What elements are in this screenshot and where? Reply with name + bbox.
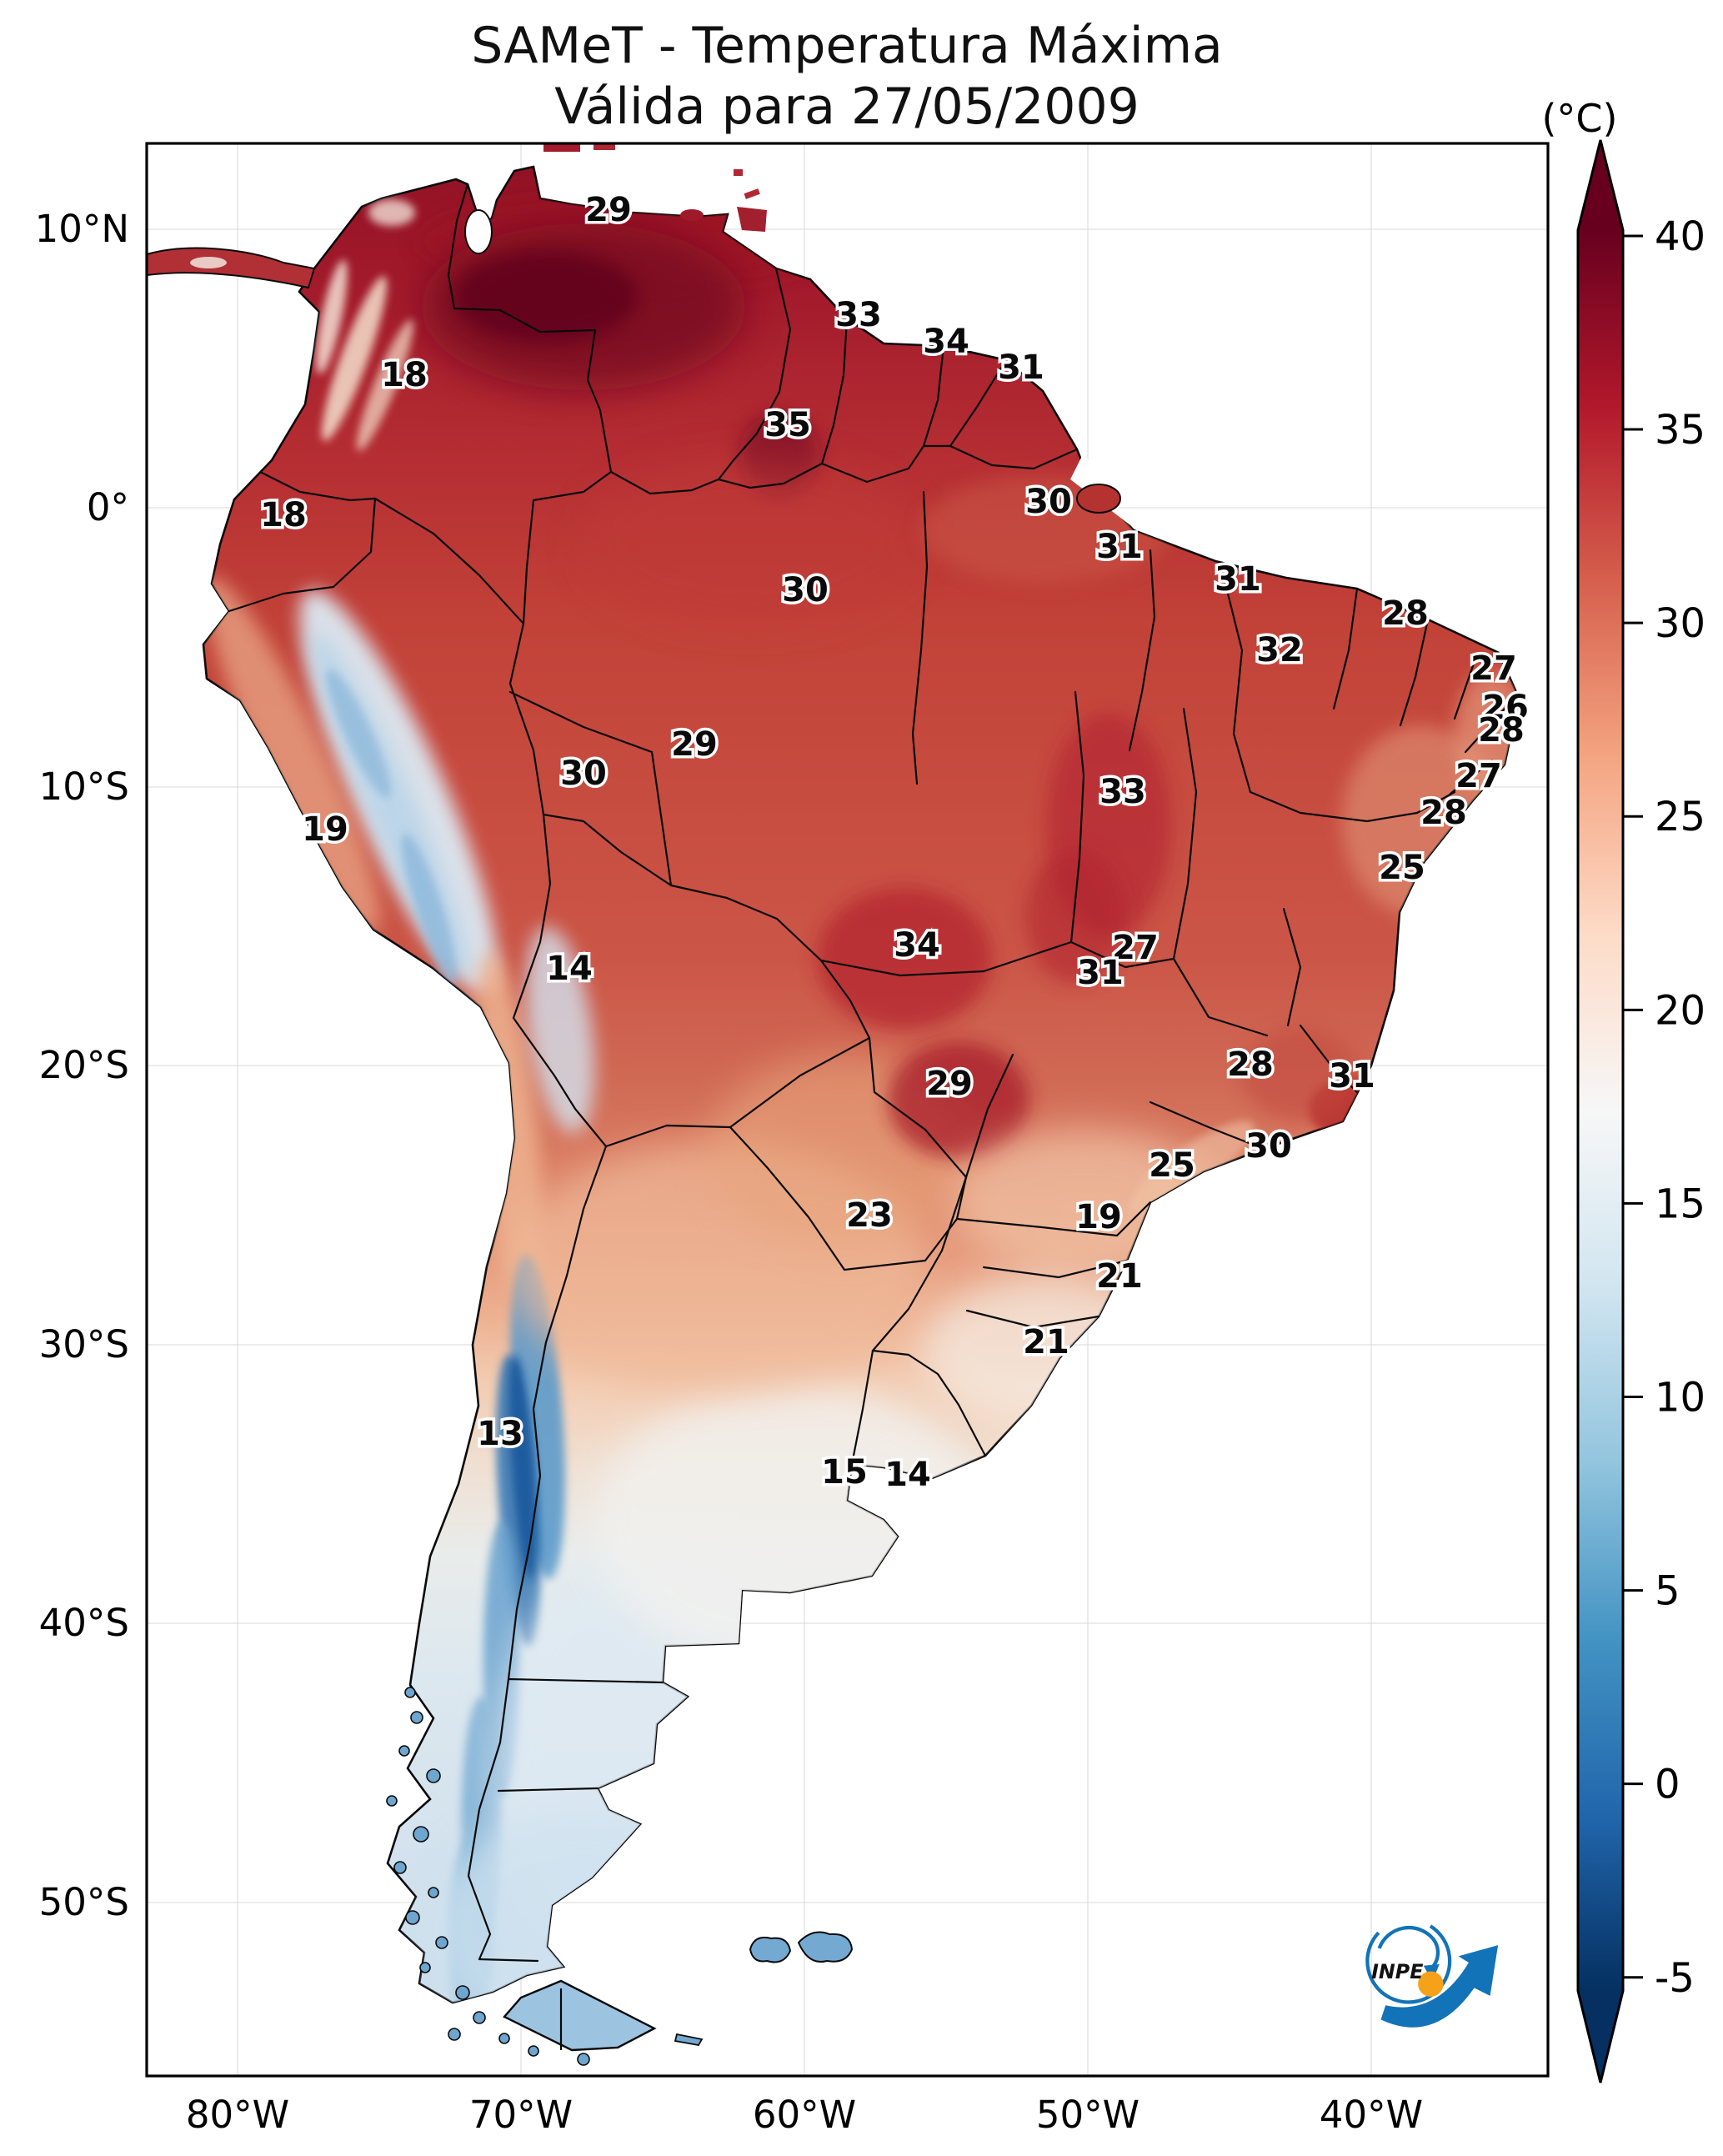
- map-temp-label: 31: [998, 348, 1044, 387]
- longitude-axis: 80°W 70°W 60°W 50°W 40°W: [186, 2093, 1423, 2137]
- inpe-logo: INPE: [1365, 1918, 1499, 2028]
- map-temp-label: 31: [1329, 1057, 1375, 1096]
- map-temp-label: 28: [1420, 794, 1467, 832]
- map-temp-label: 27: [1470, 649, 1517, 688]
- map-frame: [145, 142, 1550, 2078]
- chilean-fjord-islands: [386, 1687, 590, 2066]
- colorbar-tick-label: 0: [1655, 1762, 1680, 1808]
- map-temp-label: 30: [560, 755, 607, 793]
- margarita-island: [680, 209, 704, 221]
- map-temp-label: 35: [764, 406, 811, 444]
- lake-maracaibo: [464, 209, 493, 254]
- lat-tick-label: 40°S: [39, 1601, 129, 1645]
- logo-text: INPE: [1371, 1960, 1423, 1983]
- map-temp-label: 21: [1096, 1257, 1143, 1296]
- colorbar-unit-label: (°C): [1541, 96, 1617, 141]
- map-temp-label: 34: [894, 926, 940, 965]
- falkland-west: [749, 1936, 792, 1963]
- map-temp-label: 31: [1215, 560, 1261, 599]
- map-temp-label: 27: [1455, 757, 1502, 795]
- map-temp-label: 33: [1099, 773, 1146, 811]
- colorbar-tick-label: 5: [1655, 1568, 1680, 1615]
- logo-big-arrow-icon: [1380, 1945, 1499, 2028]
- panama-strip: [146, 247, 316, 289]
- map-temp-label: 18: [260, 496, 307, 534]
- colorbar: (°C) 40 35 30 25 20 15 10 5 0 -5: [1541, 96, 1705, 2083]
- lat-tick-label: 10°S: [39, 765, 129, 809]
- colorbar-tick-label: 10: [1655, 1374, 1705, 1421]
- map-temp-label: 25: [1149, 1146, 1195, 1185]
- figure-title-line2: Válida para 27/05/2009: [554, 78, 1139, 136]
- colorbar-tick-label: 40: [1655, 213, 1705, 260]
- colorbar-tick-label: 35: [1655, 407, 1705, 454]
- colorbar-tick-label: 15: [1655, 1181, 1705, 1227]
- islands: [146, 143, 854, 2066]
- map-temp-label: 19: [302, 810, 348, 849]
- map-temp-label: 34: [923, 323, 969, 361]
- map-temp-label: 27: [1112, 929, 1159, 967]
- map-temp-label: 31: [1096, 528, 1143, 566]
- colorbar-tick-label: 25: [1655, 794, 1705, 840]
- logo-inner-swirl-icon: [1377, 1925, 1440, 1969]
- map-temp-label: 13: [477, 1415, 523, 1453]
- map-temp-label: 29: [671, 725, 718, 764]
- map-temp-label: 28: [1478, 711, 1525, 750]
- map-temp-label: 14: [884, 1456, 931, 1494]
- south-america-landmass: [202, 165, 1520, 2004]
- map-temp-label: 14: [546, 950, 593, 988]
- tierra-del-fuego: [503, 1979, 657, 2052]
- map-temp-label: 28: [1382, 594, 1429, 633]
- isla-de-los-estados: [674, 2033, 704, 2046]
- lon-tick-label: 70°W: [469, 2093, 573, 2137]
- lon-tick-label: 80°W: [186, 2093, 289, 2137]
- map-temp-label: 29: [926, 1065, 973, 1103]
- map-temp-label: 28: [1227, 1045, 1274, 1084]
- logo-swirl-icon: [1365, 1918, 1452, 2004]
- lat-tick-label: 0°: [87, 485, 129, 529]
- map-temp-label: 23: [846, 1196, 893, 1235]
- trinidad-island: [737, 207, 767, 232]
- lat-tick-label: 50°S: [39, 1880, 129, 1924]
- map-temp-label: 18: [381, 356, 428, 394]
- figure-title-line1: SAMeT - Temperatura Máxima: [471, 17, 1223, 75]
- country-state-borders: [228, 183, 1506, 1963]
- colorbar-tick-label: 30: [1655, 600, 1705, 647]
- map-temp-label: 25: [1379, 849, 1425, 887]
- map-temp-label: 30: [1025, 483, 1072, 521]
- map-temp-label: 31: [1077, 954, 1124, 992]
- tobago-island: [744, 188, 760, 199]
- colorbar-tick-label: 20: [1655, 987, 1705, 1034]
- map-temp-label: 21: [1023, 1323, 1069, 1361]
- map-temp-label: 30: [782, 571, 829, 609]
- map-temp-label: 26: [1482, 689, 1529, 727]
- map-temp-label: 33: [835, 296, 882, 334]
- colorbar-ticks: 40 35 30 25 20 15 10 5 0 -5: [1623, 213, 1705, 2002]
- colorbar-bar: [1576, 139, 1625, 2083]
- falkland-east: [797, 1931, 854, 1963]
- lon-tick-label: 40°W: [1320, 2093, 1423, 2137]
- map-temp-label: 15: [821, 1453, 868, 1492]
- map-temp-label: 30: [1245, 1127, 1292, 1166]
- logo-orange-dot-icon: [1418, 1971, 1444, 1997]
- lat-tick-label: 30°S: [39, 1322, 129, 1366]
- map-temp-label: 29: [585, 191, 632, 229]
- marajo-island: [1076, 484, 1121, 514]
- map-temp-label: 32: [1256, 631, 1303, 669]
- lon-tick-label: 50°W: [1036, 2093, 1139, 2137]
- lat-tick-label: 10°N: [35, 207, 129, 251]
- latitude-axis: 10°N 0° 10°S 20°S 30°S 40°S 50°S: [35, 207, 129, 1924]
- colorbar-tick-label: -5: [1655, 1955, 1695, 2002]
- lon-tick-label: 60°W: [753, 2093, 856, 2137]
- map-temp-label: 19: [1075, 1198, 1122, 1236]
- lat-tick-label: 20°S: [39, 1043, 129, 1087]
